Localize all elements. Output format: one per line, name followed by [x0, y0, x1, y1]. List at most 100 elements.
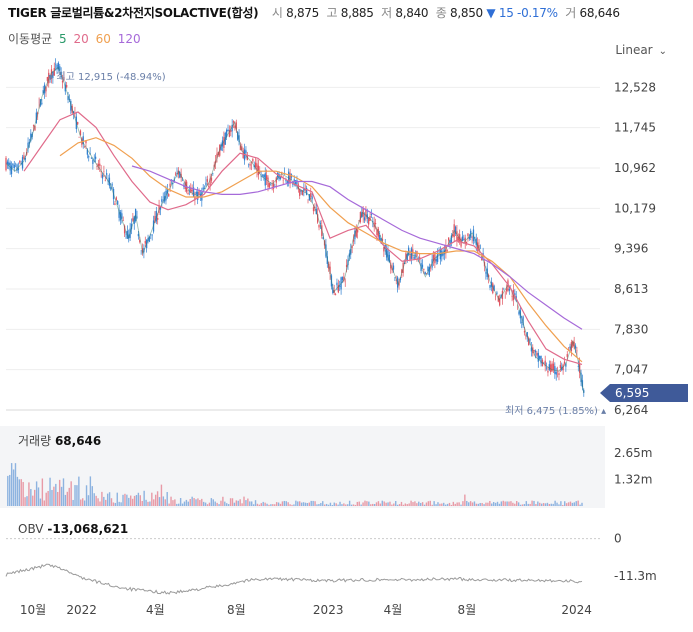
volume-axis-tick-label: 2.65m: [614, 446, 652, 460]
volume-bar: [149, 501, 151, 506]
volume-bar: [535, 504, 537, 506]
volume-bar: [20, 479, 22, 506]
volume-bar: [114, 502, 117, 506]
x-axis-tick-label: 4월: [384, 603, 403, 617]
x-axis-tick-label: 4월: [146, 603, 165, 617]
scale-toggle[interactable]: Linear ⌄: [615, 43, 667, 57]
volume-bar: [191, 496, 193, 506]
volume-bar: [458, 502, 460, 506]
volume-bar: [106, 493, 109, 506]
volume-bar: [176, 503, 178, 506]
obv-axis-tick-label: 0: [614, 532, 622, 546]
volume-bar: [51, 489, 53, 506]
volume-bar: [49, 477, 51, 506]
volume-bar: [314, 501, 316, 506]
volume-bar: [529, 503, 531, 506]
volume-bar: [33, 489, 36, 506]
volume-bar: [477, 503, 479, 506]
volume-bar: [560, 501, 562, 506]
volume-bar: [512, 502, 514, 506]
volume-bar: [548, 503, 551, 506]
volume-bar: [120, 502, 122, 506]
volume-bar: [183, 501, 186, 506]
volume-bar: [450, 504, 453, 506]
volume-bar: [81, 498, 84, 506]
volume-bar: [227, 504, 230, 506]
volume-bar: [416, 503, 418, 506]
volume-bar: [487, 502, 489, 506]
chevron-down-icon: ⌄: [658, 46, 667, 57]
ma20-line: [23, 111, 583, 365]
volume-bar: [385, 502, 387, 506]
volume-bar: [554, 500, 556, 506]
volume-bar: [350, 504, 353, 506]
volume-bar: [22, 482, 24, 506]
volume-bar: [387, 502, 389, 506]
volume-bar: [45, 492, 47, 506]
volume-bar: [483, 504, 485, 506]
volume-bar: [504, 501, 506, 506]
volume-bar: [444, 504, 447, 506]
volume-bar: [101, 491, 103, 506]
volume-bar: [201, 498, 203, 506]
volume-bar: [410, 500, 412, 506]
volume-bar: [343, 503, 345, 506]
volume-bar: [498, 503, 501, 506]
volume-bar: [366, 501, 368, 506]
volume-bar: [131, 498, 134, 506]
volume-bar: [446, 503, 449, 506]
volume-bar: [320, 502, 322, 506]
change-value: 15: [498, 6, 514, 20]
ma-legend-label: 이동평균: [8, 32, 53, 46]
volume-bar: [400, 501, 403, 506]
volume-bar: [14, 463, 17, 506]
volume-bar: [291, 504, 293, 506]
low-label: 저: [381, 6, 392, 20]
volume-bar: [341, 504, 343, 506]
volume-bar: [516, 501, 518, 506]
volume-bar: [212, 499, 214, 506]
volume-bar: [260, 503, 262, 506]
close-label: 종: [435, 6, 447, 20]
volume-bar: [151, 492, 153, 506]
volume-bar: [80, 499, 82, 506]
change-percent: -0.17%: [517, 6, 558, 20]
volume-bar: [9, 474, 11, 506]
volume-bar: [466, 500, 468, 506]
volume-bar: [500, 501, 503, 506]
volume-bar: [262, 501, 264, 506]
volume-bar: [579, 504, 581, 506]
volume-bar: [479, 502, 481, 506]
volume-bar: [327, 504, 330, 506]
volume-bar: [137, 492, 140, 506]
volume-bar: [233, 502, 236, 506]
volume-bar: [55, 483, 57, 506]
volume-bar: [297, 501, 299, 506]
moving-average-legend[interactable]: 이동평균 5 20 60 120: [8, 30, 141, 47]
volume-bar: [333, 502, 335, 506]
volume-bar: [83, 500, 86, 506]
volume-bar: [323, 504, 326, 506]
volume-bar: [300, 502, 303, 506]
high-label: 고: [326, 6, 338, 20]
volume-bar: [162, 496, 165, 506]
volume-bar: [544, 503, 547, 506]
volume-bar: [241, 503, 243, 506]
volume-bar: [306, 503, 309, 506]
volume-bar: [85, 485, 88, 506]
volume-bar: [304, 502, 307, 506]
volume-bar: [105, 499, 107, 506]
ma120-line: [131, 165, 583, 330]
volume-bar: [360, 504, 362, 506]
volume-bar: [345, 504, 347, 506]
volume-bar: [57, 491, 59, 506]
volume-bar: [439, 503, 441, 506]
volume-bar: [116, 492, 118, 506]
volume-bar: [74, 485, 76, 506]
volume-bar: [247, 498, 249, 506]
volume-bar: [28, 482, 30, 506]
volume-bar: [506, 501, 508, 506]
volume-bar: [573, 502, 576, 506]
close-value: 8,850: [450, 6, 483, 20]
